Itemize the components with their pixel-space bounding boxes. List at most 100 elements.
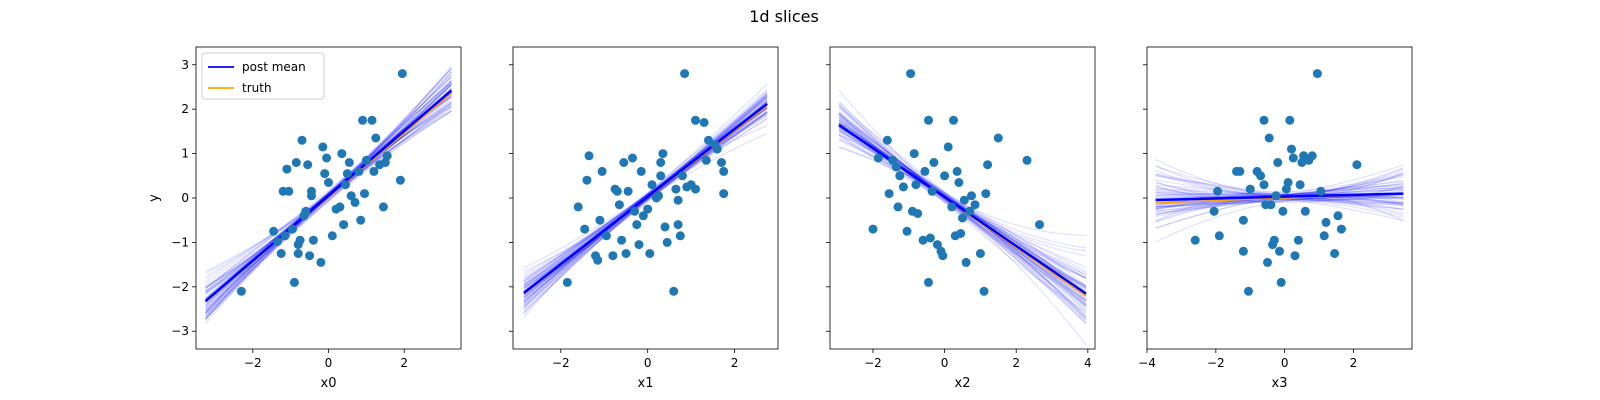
data-point: [658, 149, 668, 159]
data-point: [1238, 215, 1248, 225]
data-point: [983, 160, 993, 170]
x-tick-label: 0: [1281, 356, 1289, 370]
data-point: [614, 200, 624, 210]
data-point: [673, 220, 683, 230]
data-point: [1022, 155, 1032, 165]
data-point: [601, 231, 611, 241]
data-point: [361, 155, 371, 165]
x-tick-label: 0: [325, 356, 333, 370]
data-point: [967, 191, 976, 201]
data-point: [269, 226, 279, 236]
posterior-sample-curve: [1155, 197, 1404, 208]
data-point: [350, 197, 360, 207]
data-point: [1288, 153, 1298, 163]
posterior-sample-curve: [205, 110, 452, 317]
data-point: [1336, 224, 1346, 234]
data-point: [893, 202, 903, 212]
data-point: [1271, 191, 1281, 201]
data-point: [580, 224, 590, 234]
data-point: [291, 158, 301, 167]
data-point: [645, 249, 655, 258]
data-point: [597, 166, 607, 176]
data-point: [924, 115, 933, 125]
data-point: [1285, 115, 1295, 125]
scatter-points: [562, 69, 729, 296]
data-point: [358, 115, 368, 125]
data-point: [891, 162, 901, 172]
posterior-sample-curve: [523, 83, 768, 296]
data-point: [632, 220, 642, 230]
posterior-sample-curve: [205, 100, 452, 299]
data-point: [367, 115, 377, 125]
data-point: [1278, 206, 1288, 216]
legend-label: truth: [242, 81, 272, 95]
data-point: [882, 135, 892, 145]
x-tick-label: 2: [400, 356, 408, 370]
x-tick-label: −2: [1207, 356, 1225, 370]
figure-title: 1d slices: [749, 7, 819, 26]
posterior-sample-curve: [523, 109, 768, 286]
posterior-sample-curve: [838, 116, 1087, 287]
data-point: [671, 184, 681, 194]
data-point: [1238, 246, 1248, 256]
legend-label: post mean: [242, 60, 306, 74]
data-point: [341, 180, 350, 190]
data-point: [884, 189, 894, 199]
posterior-sample-curve: [205, 96, 452, 314]
posterior-sample-curve: [1155, 193, 1404, 207]
x-tick-label: 4: [1084, 356, 1092, 370]
data-point: [360, 189, 369, 199]
data-point: [1333, 211, 1343, 221]
data-point: [322, 153, 332, 163]
data-point: [959, 195, 969, 205]
y-tick-label: −1: [171, 235, 189, 249]
data-point: [236, 286, 246, 296]
subplot-x1: −2 0 2 x1: [509, 46, 779, 391]
data-point: [873, 153, 883, 163]
x-axis-label: x0: [321, 376, 337, 391]
data-point: [335, 202, 345, 212]
data-point: [956, 229, 966, 238]
data-point: [337, 149, 347, 159]
data-point: [1266, 200, 1276, 210]
data-point: [308, 235, 318, 245]
posterior-sample-curve: [523, 102, 768, 293]
data-point: [1269, 235, 1279, 245]
data-point: [704, 135, 713, 145]
data-point: [902, 226, 912, 236]
data-point: [909, 149, 919, 159]
data-point: [284, 186, 294, 196]
data-point: [1256, 171, 1266, 181]
scatter-points: [236, 69, 407, 296]
data-point: [947, 202, 957, 212]
data-point: [1035, 220, 1044, 230]
y-tick-label: 2: [181, 102, 189, 116]
data-point: [1312, 69, 1322, 79]
data-point: [342, 169, 352, 179]
data-point: [643, 204, 653, 214]
data-point: [938, 251, 948, 261]
data-point: [608, 251, 618, 261]
data-point: [628, 153, 637, 163]
data-point: [911, 180, 921, 190]
data-point: [303, 160, 313, 170]
data-point: [680, 69, 690, 79]
data-point: [1330, 249, 1340, 258]
posterior-sample-curve: [838, 106, 1087, 296]
posterior-sample-curve: [1155, 172, 1404, 203]
data-point: [717, 158, 726, 167]
posterior-sample-curve: [838, 127, 1087, 321]
data-point: [1190, 235, 1200, 245]
data-point: [638, 211, 648, 221]
data-point: [316, 257, 326, 267]
data-point: [924, 277, 933, 287]
data-point: [712, 144, 722, 154]
posterior-sample-curve: [205, 105, 452, 307]
data-point: [1283, 178, 1293, 187]
data-point: [1276, 277, 1286, 287]
posterior-sample-curve: [205, 96, 452, 320]
data-point: [954, 178, 964, 187]
posterior-sample-curve: [838, 107, 1087, 287]
data-point: [327, 231, 337, 241]
